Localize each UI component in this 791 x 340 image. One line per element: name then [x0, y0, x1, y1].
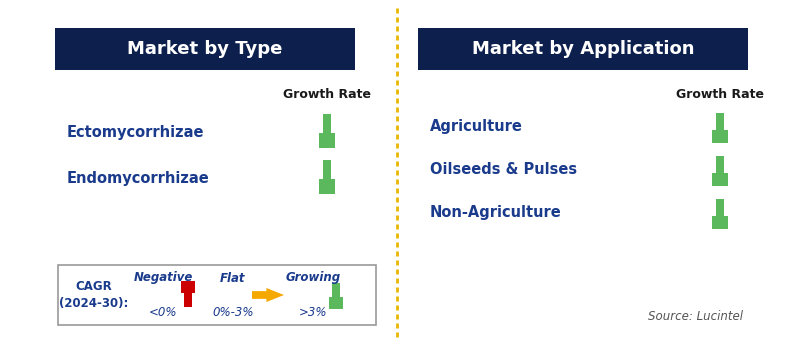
Text: Oilseeds & Pulses: Oilseeds & Pulses: [430, 163, 577, 177]
Bar: [58, 265, 376, 325]
Text: Non-Agriculture: Non-Agriculture: [430, 205, 562, 221]
Bar: [418, 28, 748, 70]
Polygon shape: [181, 281, 195, 307]
Text: Growth Rate: Growth Rate: [283, 87, 371, 101]
Polygon shape: [329, 283, 343, 309]
Text: Ectomycorrhizae: Ectomycorrhizae: [67, 124, 205, 139]
Text: Source: Lucintel: Source: Lucintel: [648, 310, 743, 323]
Polygon shape: [319, 160, 335, 194]
Polygon shape: [319, 114, 335, 148]
Text: Agriculture: Agriculture: [430, 119, 523, 135]
Text: Growth Rate: Growth Rate: [676, 87, 764, 101]
Text: CAGR: CAGR: [76, 280, 112, 293]
Text: 0%-3%: 0%-3%: [212, 306, 254, 319]
Text: <0%: <0%: [149, 306, 177, 319]
Text: Flat: Flat: [220, 272, 246, 285]
Bar: [55, 28, 355, 70]
Text: Market by Application: Market by Application: [471, 40, 694, 58]
Text: Growing: Growing: [286, 272, 341, 285]
Polygon shape: [712, 199, 728, 229]
Polygon shape: [252, 288, 284, 302]
Polygon shape: [712, 156, 728, 186]
Text: Negative: Negative: [134, 272, 193, 285]
Text: (2024-30):: (2024-30):: [59, 296, 129, 309]
Text: Endomycorrhizae: Endomycorrhizae: [67, 170, 210, 186]
Text: Market by Type: Market by Type: [127, 40, 282, 58]
Polygon shape: [712, 113, 728, 143]
Text: >3%: >3%: [299, 306, 327, 319]
